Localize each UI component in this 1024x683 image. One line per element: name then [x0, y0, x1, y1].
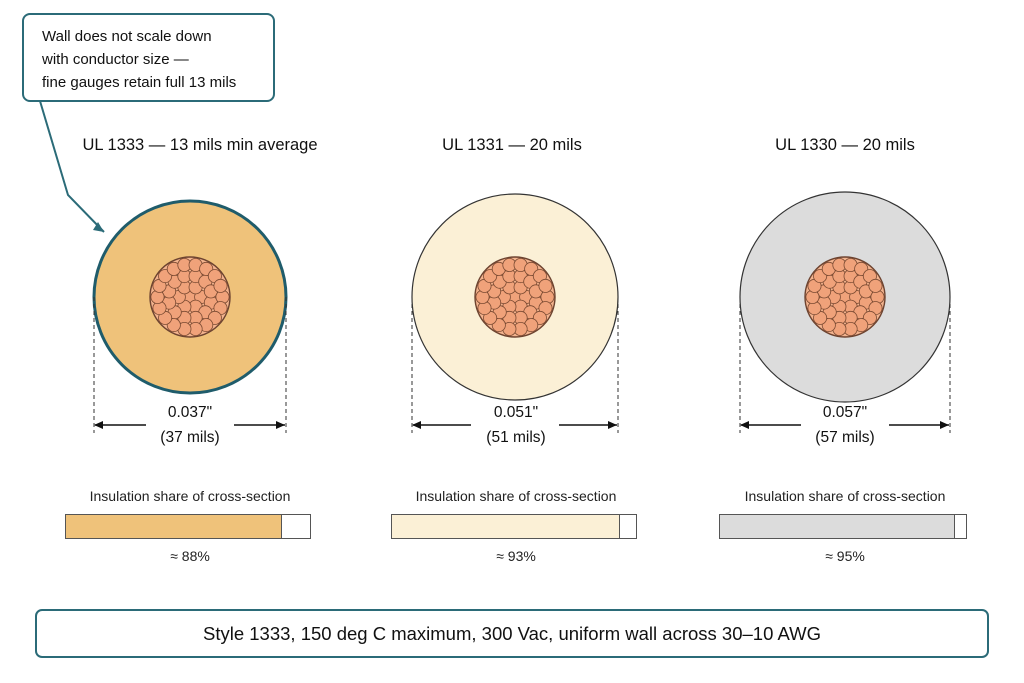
dimension-mils-ul1330: (57 mils) — [815, 429, 875, 446]
dimension-inches-ul1331: 0.051" — [493, 404, 539, 421]
share-percent-ul1330: ≈ 95% — [825, 548, 865, 564]
callout-leader-line — [39, 100, 105, 233]
share-bar-ul1333 — [65, 514, 311, 539]
callout-leader-arrowhead — [93, 222, 104, 232]
share-label-ul1331: Insulation share of cross-section — [415, 488, 617, 504]
panel-title-ul1331: UL 1331 — 20 mils — [442, 136, 582, 154]
share-percent-ul1331: ≈ 93% — [496, 548, 536, 564]
callout-line-3: fine gauges retain full 13 mils — [42, 74, 237, 91]
share-bar-fill-ul1333 — [66, 515, 282, 538]
footer-summary-box: Style 1333, 150 deg C maximum, 300 Vac, … — [35, 609, 989, 658]
share-bar-ul1331 — [391, 514, 637, 539]
callout-box: Wall does not scale down with conductor … — [22, 13, 275, 102]
strand-ul1331-36 — [538, 278, 553, 293]
panel-title-ul1330: UL 1330 — 20 mils — [775, 136, 915, 154]
dimension-inches-ul1330: 0.057" — [822, 404, 868, 421]
dimension-mils-ul1333: (37 mils) — [160, 429, 220, 446]
strand-ul1333-36 — [213, 278, 228, 293]
strand-ul1330-36 — [868, 278, 883, 293]
share-label-ul1333: Insulation share of cross-section — [89, 488, 291, 504]
share-bar-ul1330 — [719, 514, 967, 539]
panel-title-ul1333: UL 1333 — 13 mils min average — [82, 136, 318, 154]
dimension-mils-ul1331: (51 mils) — [486, 429, 546, 446]
footer-summary-text: Style 1333, 150 deg C maximum, 300 Vac, … — [203, 622, 821, 644]
share-bar-fill-ul1330 — [720, 515, 955, 538]
dimension-inches-ul1333: 0.037" — [167, 404, 213, 421]
callout-line-1: Wall does not scale down — [42, 28, 212, 45]
share-percent-ul1333: ≈ 88% — [170, 548, 210, 564]
callout-line-2: with conductor size — — [42, 51, 189, 68]
share-bar-fill-ul1331 — [392, 515, 620, 538]
share-label-ul1330: Insulation share of cross-section — [744, 488, 946, 504]
